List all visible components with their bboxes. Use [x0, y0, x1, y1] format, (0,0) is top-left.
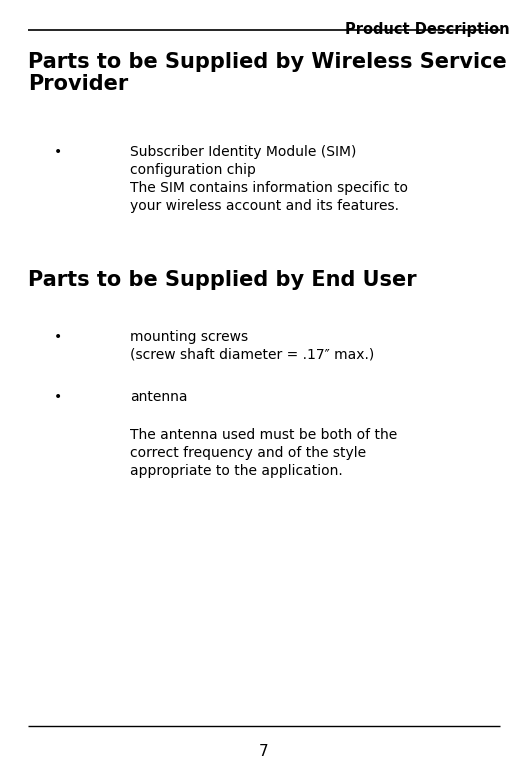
Text: antenna: antenna	[130, 390, 187, 404]
Text: Parts to be Supplied by Wireless Service
Provider: Parts to be Supplied by Wireless Service…	[28, 52, 507, 94]
Text: •: •	[54, 330, 62, 344]
Text: Parts to be Supplied by End User: Parts to be Supplied by End User	[28, 270, 417, 290]
Text: Subscriber Identity Module (SIM)
configuration chip
The SIM contains information: Subscriber Identity Module (SIM) configu…	[130, 145, 408, 213]
Text: mounting screws
(screw shaft diameter = .17″ max.): mounting screws (screw shaft diameter = …	[130, 330, 374, 362]
Text: Product Description: Product Description	[345, 22, 510, 37]
Text: •: •	[54, 390, 62, 404]
Text: •: •	[54, 145, 62, 159]
Text: 7: 7	[259, 744, 269, 759]
Text: The antenna used must be both of the
correct frequency and of the style
appropri: The antenna used must be both of the cor…	[130, 428, 397, 478]
